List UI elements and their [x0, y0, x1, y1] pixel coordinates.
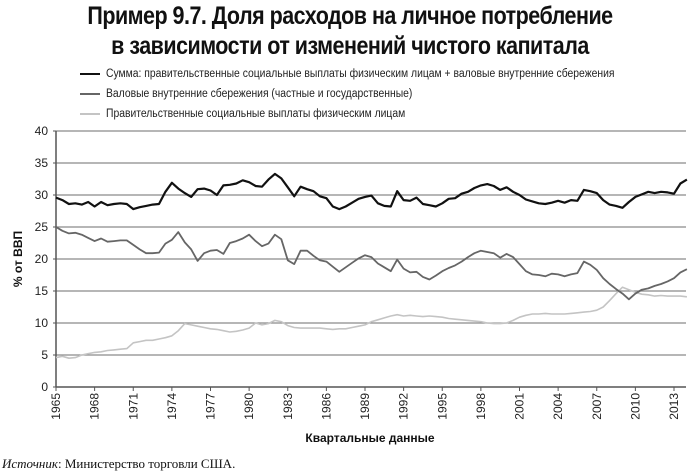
y-tick-label: 35 — [35, 156, 49, 170]
y-tick-label: 10 — [35, 316, 49, 330]
y-axis-title: % от ВВП — [11, 231, 25, 287]
legend-label-sum: Сумма: правительственные социальные выпл… — [106, 68, 615, 80]
source-label: Источник — [2, 456, 58, 471]
x-tick-label: 1992 — [397, 393, 411, 420]
y-tick-label: 25 — [35, 220, 49, 234]
y-tick-labels: 0 5 10 15 20 25 30 35 40 — [35, 124, 49, 394]
x-tick-label: 1995 — [435, 393, 449, 420]
chart-legend: Сумма: правительственные социальные выпл… — [80, 64, 671, 124]
legend-swatch-transfers — [80, 113, 100, 115]
axes — [55, 131, 686, 391]
legend-label-savings: Валовые внутренние сбережения (частные и… — [106, 88, 413, 100]
x-tick-label: 1980 — [242, 393, 256, 420]
x-tick-label: 1983 — [281, 393, 295, 420]
x-tick-label: 1989 — [358, 393, 372, 420]
series-line-savings — [55, 226, 688, 301]
legend-swatch-sum — [80, 73, 100, 75]
x-tick-label: 2001 — [513, 393, 527, 420]
chart-title-line-1: Пример 9.7. Доля расходов на личное потр… — [87, 2, 613, 30]
legend-item-savings: Валовые внутренние сбережения (частные и… — [80, 84, 671, 104]
data-series — [55, 172, 688, 360]
x-tick-label: 2007 — [590, 393, 604, 420]
x-tick-label: 2010 — [628, 393, 642, 420]
x-axis-title: Квартальные данные — [305, 431, 434, 445]
source-note: Источник: Министерство торговли США. — [2, 456, 235, 472]
x-tick-label: 1977 — [204, 393, 218, 420]
legend-label-transfers: Правительственные социальные выплаты физ… — [106, 108, 406, 120]
x-tick-label: 2013 — [667, 393, 681, 420]
y-tick-label: 30 — [35, 188, 49, 202]
y-tick-label: 20 — [35, 252, 49, 266]
series-line-transfers — [55, 286, 687, 360]
x-tick-label: 1968 — [88, 393, 102, 420]
x-tick-label: 1974 — [165, 393, 179, 420]
y-tick-label: 5 — [41, 348, 48, 362]
y-tick-label: 0 — [41, 380, 48, 394]
x-tick-label: 1986 — [319, 393, 333, 420]
x-tick-label: 1998 — [474, 393, 488, 420]
legend-item-sum: Сумма: правительственные социальные выпл… — [80, 64, 671, 84]
y-tick-label: 40 — [35, 124, 49, 138]
x-tick-labels: 1965 1968 1971 1974 1977 1980 1983 1986 1989 1992… — [49, 393, 681, 420]
legend-swatch-savings — [80, 93, 100, 95]
legend-item-transfers: Правительственные социальные выплаты физ… — [80, 104, 671, 124]
y-tick-label: 15 — [35, 284, 49, 298]
x-tick-label: 1971 — [126, 393, 140, 420]
chart-title-line-2: в зависимости от изменений чистого капит… — [111, 32, 589, 60]
x-tick-label: 2004 — [551, 393, 565, 420]
series-line-sum — [55, 172, 688, 211]
x-tick-label: 1965 — [49, 393, 63, 420]
source-text: : Министерство торговли США. — [57, 456, 236, 471]
gridlines — [53, 130, 686, 388]
